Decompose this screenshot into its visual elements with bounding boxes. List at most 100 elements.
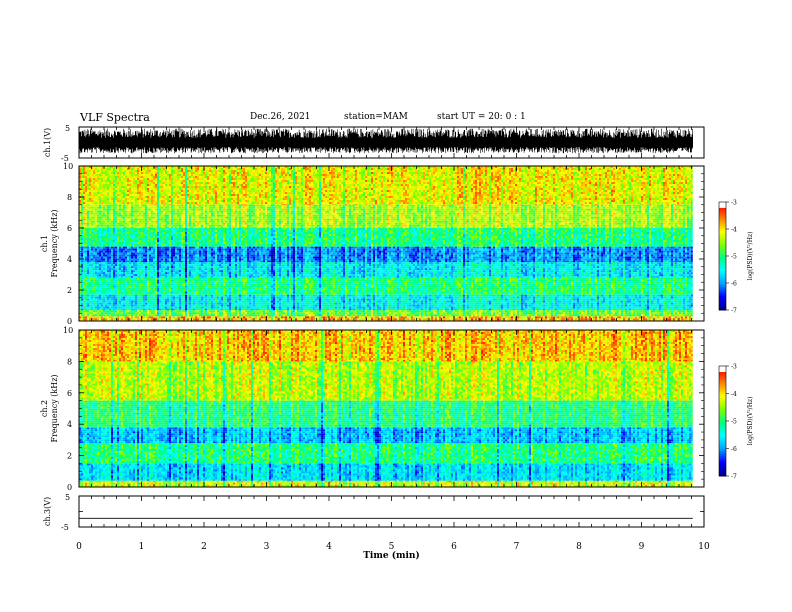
psd-cell: [363, 314, 365, 316]
psd-cell: [85, 295, 87, 297]
psd-cell: [525, 295, 527, 297]
psd-cell: [89, 295, 91, 297]
psd-cell: [601, 316, 603, 318]
psd-cell: [333, 314, 335, 316]
psd-cell: [199, 312, 201, 314]
psd-cell: [587, 316, 589, 318]
psd-cell: [111, 299, 113, 301]
psd-cell: [535, 312, 537, 314]
psd-cell: [533, 314, 535, 316]
psd-cell: [167, 301, 169, 303]
psd-cell: [271, 318, 273, 320]
psd-cell: [203, 295, 205, 297]
psd-cell: [649, 297, 651, 299]
psd-cell: [455, 310, 457, 312]
psd-cell: [239, 310, 241, 312]
psd-cell: [393, 316, 395, 318]
psd-cell: [151, 318, 153, 320]
psd-cell: [129, 303, 131, 305]
psd-cell: [567, 314, 569, 316]
psd-cell: [545, 310, 547, 312]
psd-cell: [299, 316, 301, 318]
psd-cell: [669, 303, 671, 305]
psd-cell: [213, 312, 215, 314]
psd-cell: [355, 295, 357, 297]
psd-cell: [113, 316, 115, 318]
psd-cell: [199, 310, 201, 312]
psd-cell: [373, 314, 375, 316]
psd-cell: [641, 297, 643, 299]
psd-cell: [539, 305, 541, 307]
psd-cell: [401, 305, 403, 307]
psd-cell: [355, 301, 357, 303]
ch1-spectrogram-image: [79, 166, 704, 321]
psd-cell: [377, 297, 379, 299]
psd-cell: [111, 310, 113, 312]
psd-cell: [341, 301, 343, 303]
psd-cell: [119, 305, 121, 307]
psd-cell: [459, 295, 461, 297]
psd-cell: [427, 299, 429, 301]
psd-cell: [359, 312, 361, 314]
psd-cell: [633, 312, 635, 314]
psd-cell: [567, 303, 569, 305]
psd-cell: [149, 318, 151, 320]
psd-cell: [625, 303, 627, 305]
psd-cell: [633, 310, 635, 312]
psd-cell: [117, 301, 119, 303]
psd-cell: [587, 299, 589, 301]
psd-cell: [425, 303, 427, 305]
psd-cell: [237, 318, 239, 320]
psd-cell: [653, 297, 655, 299]
psd-cell: [247, 305, 249, 307]
psd-cell: [397, 295, 399, 297]
psd-cell: [455, 305, 457, 307]
psd-cell: [659, 314, 661, 316]
psd-cell: [213, 299, 215, 301]
psd-cell: [241, 303, 243, 305]
psd-cell: [439, 305, 441, 307]
psd-cell: [625, 295, 627, 297]
psd-cell: [673, 312, 675, 314]
psd-cell: [283, 295, 285, 297]
psd-cell: [169, 316, 171, 318]
psd-cell: [575, 305, 577, 307]
psd-cell: [107, 303, 109, 305]
psd-cell: [517, 314, 519, 316]
psd-cell: [177, 314, 179, 316]
psd-cell: [359, 303, 361, 305]
psd-cell: [207, 312, 209, 314]
psd-cell: [185, 297, 187, 299]
psd-cell: [487, 297, 489, 299]
psd-cell: [343, 299, 345, 301]
psd-cell: [167, 305, 169, 307]
psd-cell: [277, 314, 279, 316]
psd-cell: [585, 299, 587, 301]
psd-cell: [101, 301, 103, 303]
psd-cell: [567, 297, 569, 299]
psd-cell: [599, 312, 601, 314]
psd-cell: [403, 310, 405, 312]
psd-cell: [179, 299, 181, 301]
psd-cell: [251, 295, 253, 297]
psd-cell: [279, 297, 281, 299]
psd-cell: [607, 303, 609, 305]
psd-cell: [331, 314, 333, 316]
psd-cell: [217, 316, 219, 318]
psd-cell: [617, 314, 619, 316]
psd-cell: [149, 312, 151, 314]
psd-cell: [171, 301, 173, 303]
psd-cell: [301, 312, 303, 314]
psd-cell: [213, 316, 215, 318]
psd-cell: [481, 295, 483, 297]
psd-cell: [381, 297, 383, 299]
psd-cell: [147, 303, 149, 305]
psd-cell: [313, 303, 315, 305]
psd-cell: [143, 297, 145, 299]
psd-cell: [495, 303, 497, 305]
psd-cell: [139, 312, 141, 314]
psd-cell: [669, 310, 671, 312]
psd-cell: [307, 312, 309, 314]
psd-cell: [669, 299, 671, 301]
psd-cell: [531, 303, 533, 305]
